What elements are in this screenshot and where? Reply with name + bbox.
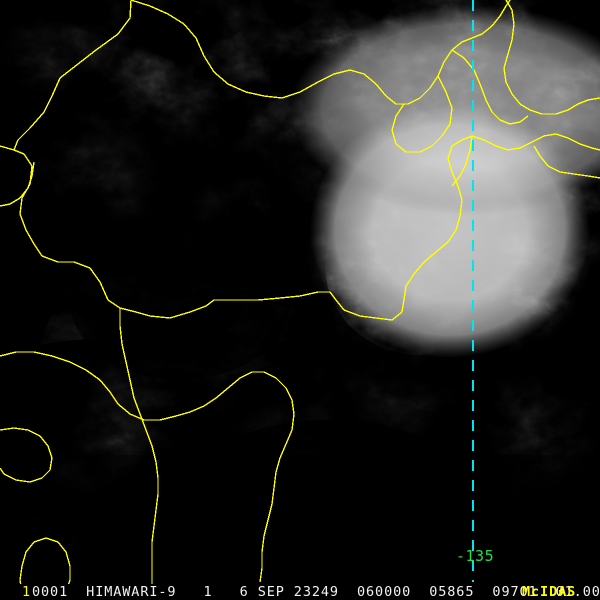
infobar-lead-digit: 1 — [22, 584, 32, 600]
mcidas-brand-label: McIDAS — [522, 584, 577, 600]
mcidas-info-bar: 1 0001 HIMAWARI-9 1 6 SEP 23249 060000 0… — [0, 584, 600, 600]
temperature-contour-label: -135 — [456, 547, 495, 565]
infobar-metadata-text: 0001 HIMAWARI-9 1 6 SEP 23249 060000 058… — [32, 584, 600, 600]
